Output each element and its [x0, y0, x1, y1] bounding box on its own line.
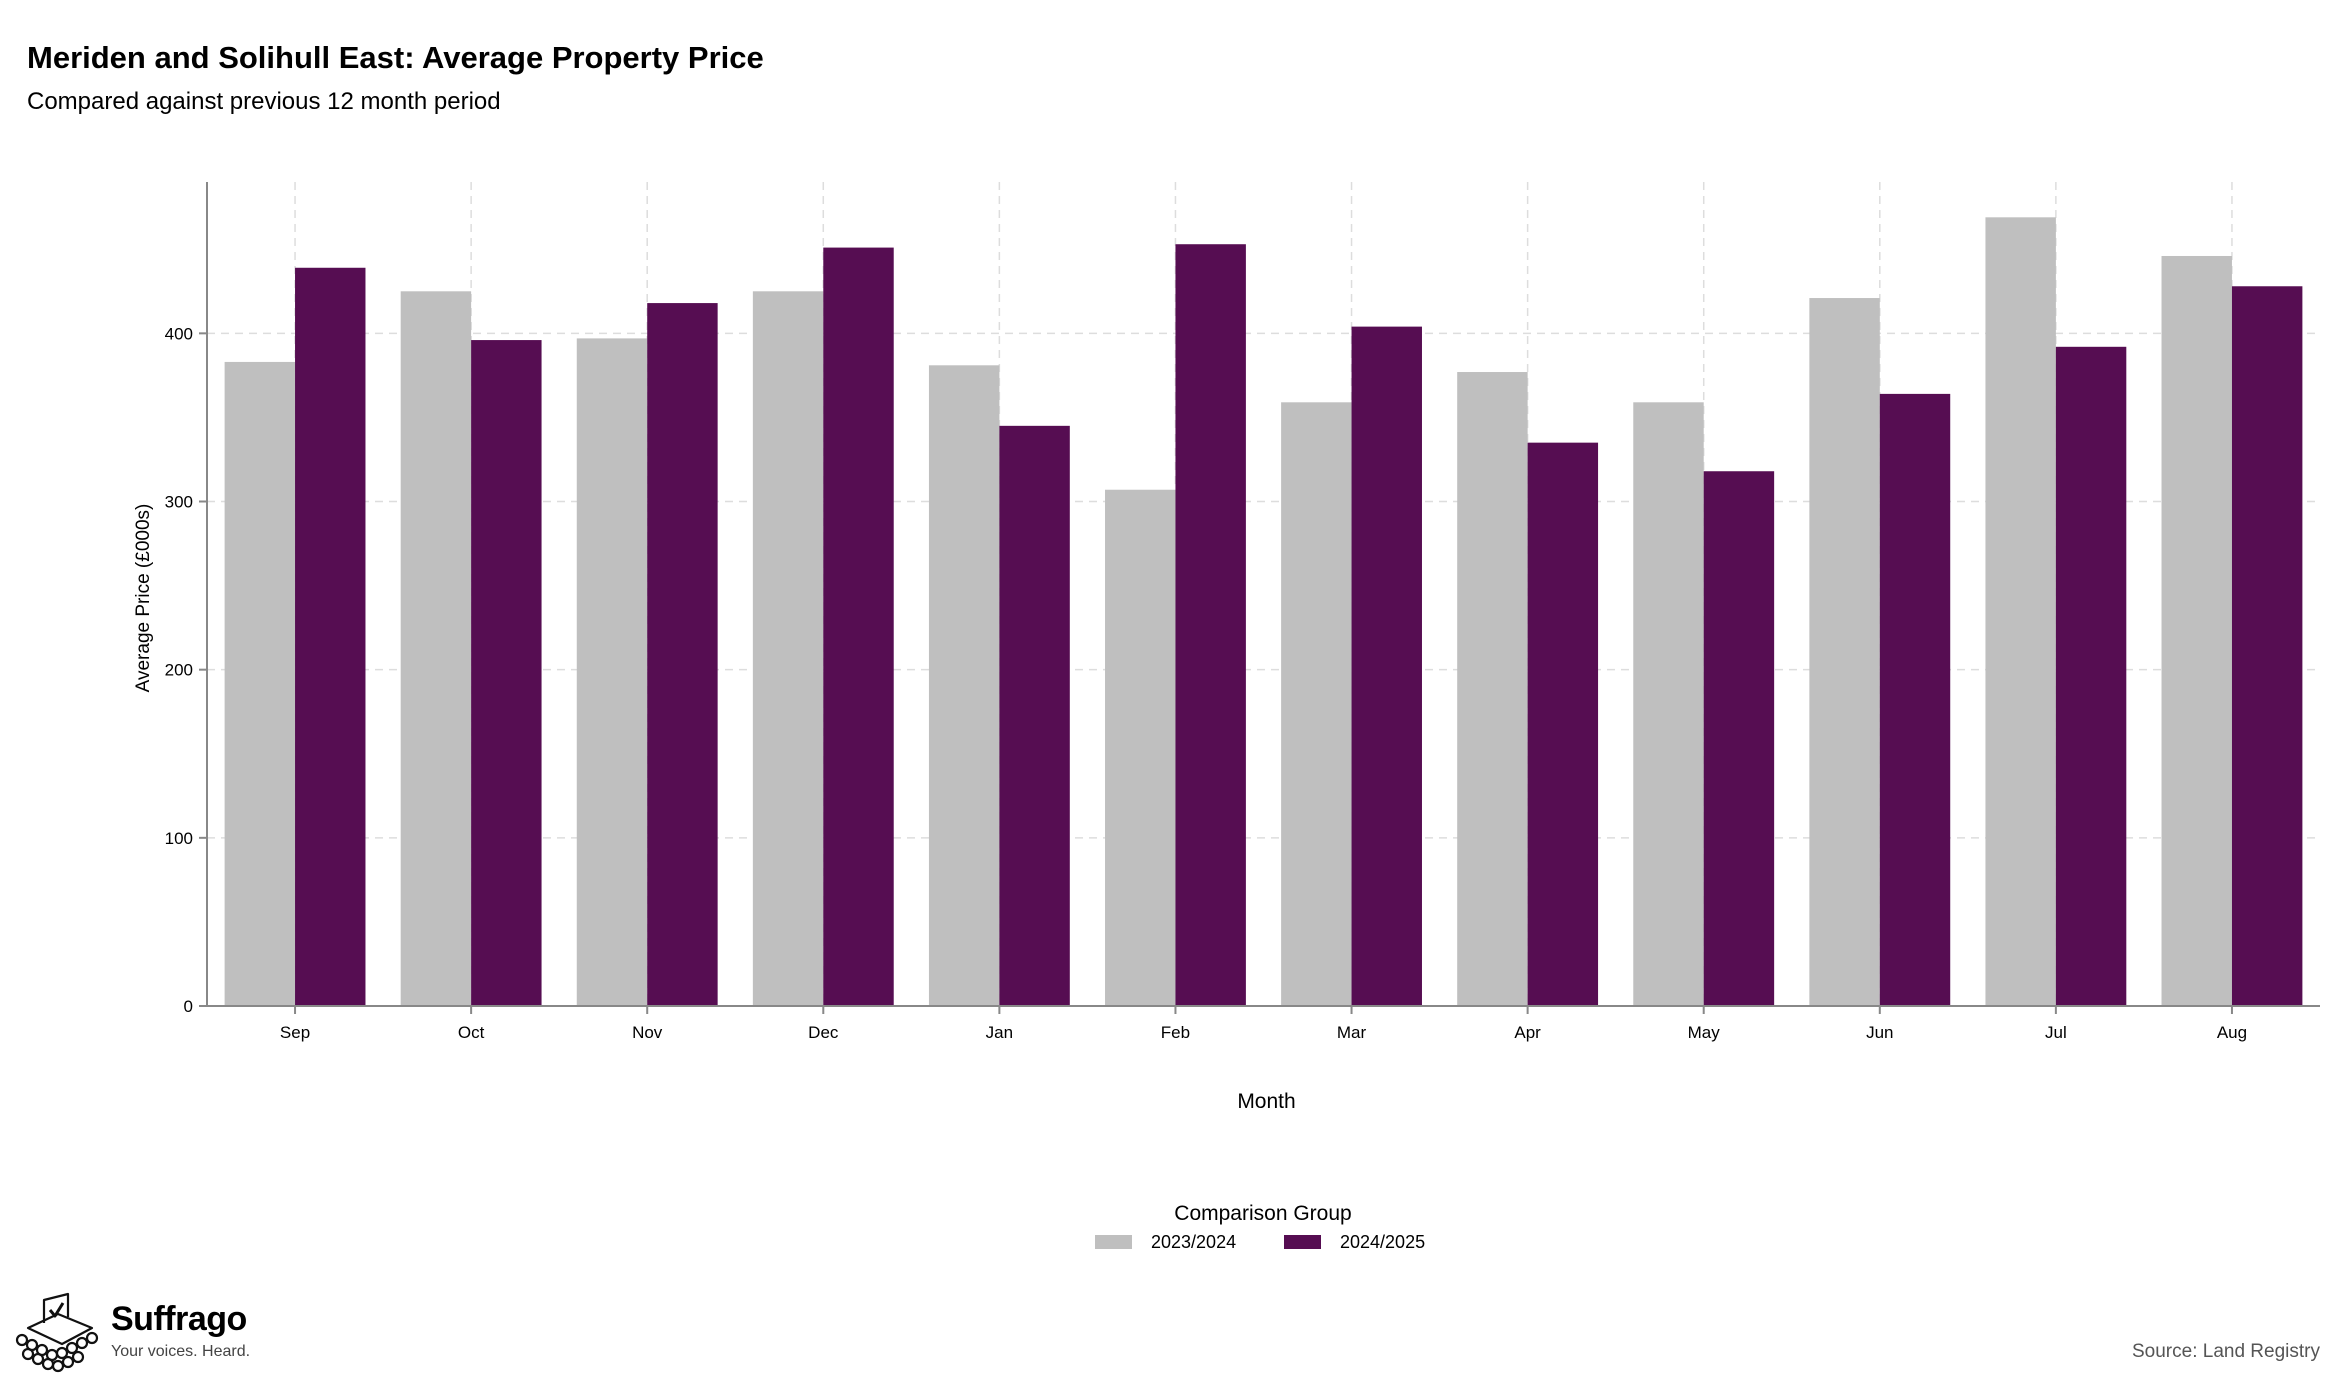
- x-tick-label: Mar: [1337, 1023, 1367, 1042]
- y-tick-label: 300: [165, 493, 193, 512]
- legend: Comparison Group 2023/2024 2024/2025: [1095, 1202, 1425, 1252]
- x-tick-label: Nov: [632, 1023, 663, 1042]
- legend-label-2023/2024: 2023/2024: [1151, 1232, 1236, 1252]
- brand-name: Suffrago: [111, 1300, 247, 1338]
- bar-2023/2024-Oct: [400, 291, 472, 1006]
- bar-2024/2025-Jun: [1879, 393, 1951, 1006]
- y-tick-label: 200: [165, 661, 193, 680]
- bar-2024/2025-Nov: [647, 303, 718, 1007]
- chart-subtitle: Compared against previous 12 month perio…: [27, 88, 501, 115]
- x-tick-label: Oct: [458, 1023, 485, 1042]
- bar-2024/2025-Apr: [1527, 442, 1599, 1006]
- y-tick-label: 100: [165, 829, 193, 848]
- bar-2023/2024-Feb: [1105, 489, 1176, 1006]
- bar-2024/2025-Sep: [295, 267, 366, 1006]
- bar-2024/2025-Feb: [1175, 244, 1246, 1007]
- axis-labels: 0 100 200 300 400 Sep Oct Nov Dec Jan Feb Mar Apr May…: [133, 324, 2247, 1113]
- axes: [199, 182, 2320, 1014]
- x-tick-label: Jun: [1866, 1023, 1893, 1042]
- bar-2023/2024-Apr: [1457, 372, 1528, 1006]
- bar-2024/2025-Mar: [1351, 326, 1422, 1006]
- bar-2023/2024-Aug: [2161, 255, 2232, 1007]
- source-note: Source: Land Registry: [2132, 1341, 2320, 1362]
- bar-2023/2024-Jul: [1985, 217, 2056, 1007]
- bar-2024/2025-May: [1703, 471, 1775, 1006]
- x-tick-label: Jan: [986, 1023, 1013, 1042]
- legend-swatch-2023/2024: [1095, 1235, 1132, 1249]
- bar-2023/2024-Mar: [1281, 402, 1352, 1006]
- brand: Suffrago Your voices. Heard.: [14, 1290, 274, 1375]
- brand-tagline: Your voices. Heard.: [111, 1343, 251, 1360]
- x-tick-label: Jul: [2045, 1023, 2067, 1042]
- bars: [224, 217, 2303, 1007]
- x-tick-label: Dec: [808, 1023, 839, 1042]
- legend-label-2024/2025: 2024/2025: [1340, 1232, 1425, 1252]
- bar-2023/2024-Sep: [224, 361, 296, 1006]
- x-tick-label: Feb: [1161, 1023, 1190, 1042]
- x-tick-label: Apr: [1514, 1023, 1541, 1042]
- y-axis-title: Average Price (£000s): [133, 504, 154, 693]
- bar-2024/2025-Jul: [2055, 346, 2127, 1006]
- bar-2024/2025-Aug: [2231, 286, 2303, 1006]
- x-tick-label: May: [1688, 1023, 1721, 1042]
- x-tick-label: Sep: [280, 1023, 310, 1042]
- x-tick-label: Aug: [2217, 1023, 2247, 1042]
- y-tick-label: 400: [165, 324, 193, 343]
- x-axis-title: Month: [1237, 1090, 1295, 1113]
- chart-title: Meriden and Solihull East: Average Prope…: [27, 40, 764, 75]
- bar-2024/2025-Oct: [471, 340, 542, 1006]
- bar-2024/2025-Dec: [823, 247, 894, 1006]
- legend-title: Comparison Group: [1174, 1202, 1351, 1225]
- bar-2024/2025-Jan: [999, 425, 1070, 1006]
- ballot-box-logo-icon: [15, 1292, 99, 1373]
- bar-2023/2024-Dec: [752, 291, 824, 1006]
- bar-2023/2024-Jun: [1809, 298, 1880, 1006]
- legend-swatch-2024/2025: [1284, 1235, 1321, 1249]
- bar-2023/2024-Jan: [928, 365, 1000, 1006]
- bar-2023/2024-May: [1633, 402, 1704, 1006]
- bar-2023/2024-Nov: [576, 338, 648, 1006]
- y-tick-label: 0: [184, 997, 193, 1016]
